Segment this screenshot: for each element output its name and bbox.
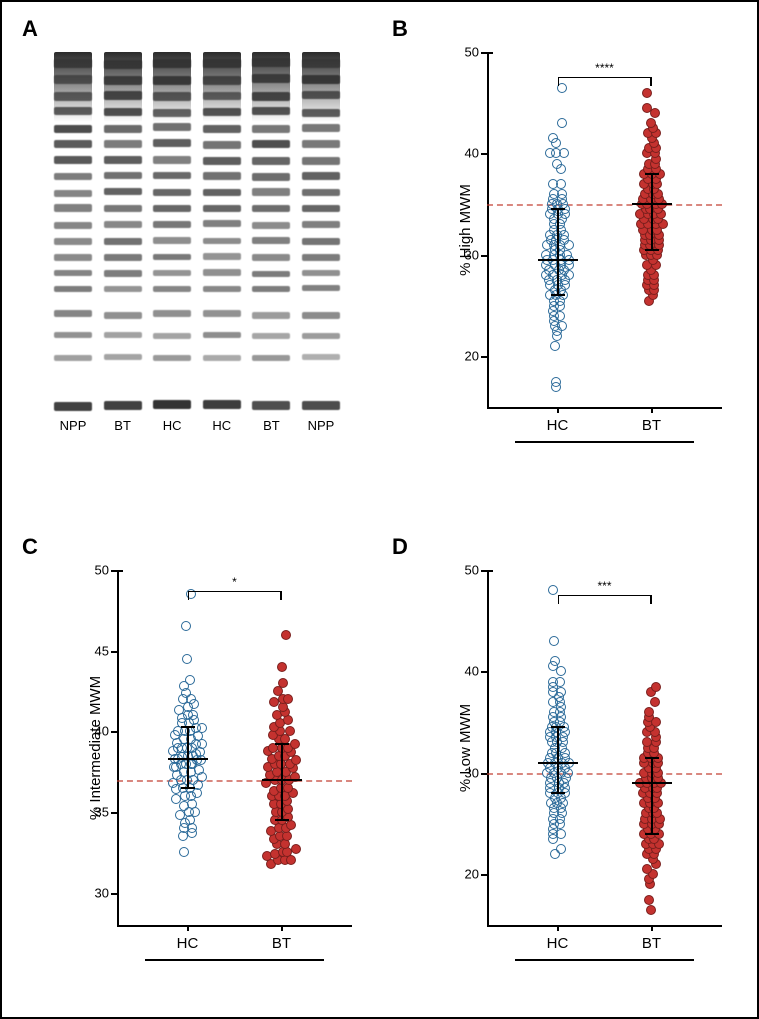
data-point — [285, 726, 295, 736]
x-tick-label: HC — [547, 927, 569, 952]
figure-container: A NPPBTHCHCBTNPP B 20304050% High MWMHCB… — [0, 0, 759, 1019]
data-point — [281, 630, 291, 640]
significance-bracket — [188, 591, 282, 592]
data-point — [644, 707, 654, 717]
data-point — [650, 697, 660, 707]
data-point — [548, 133, 558, 143]
x-tick-label: HC — [547, 409, 569, 434]
y-tick-label: 50 — [451, 563, 479, 578]
data-point — [181, 621, 191, 631]
significance-label: **** — [595, 61, 614, 75]
panel-a-label: A — [22, 16, 38, 42]
significance-label: *** — [597, 579, 611, 593]
gel-lane: HC — [201, 52, 243, 412]
x-tick-label: BT — [272, 927, 291, 952]
y-axis-label: % High MWM — [457, 184, 474, 276]
data-point — [550, 656, 560, 666]
x-tick-label: BT — [642, 927, 661, 952]
data-point — [551, 377, 561, 387]
significance-bracket — [558, 77, 652, 78]
y-tick-label: 45 — [81, 643, 109, 658]
data-point — [283, 694, 293, 704]
gel-lane-label: NPP — [308, 412, 335, 433]
panel-d-label: D — [392, 534, 408, 560]
gel-image: NPPBTHCHCBTNPP — [52, 52, 342, 412]
y-tick-label: 40 — [451, 146, 479, 161]
reference-line — [487, 773, 722, 775]
y-tick-label: 40 — [451, 664, 479, 679]
reference-line — [487, 204, 722, 206]
data-point — [556, 666, 566, 676]
significance-bracket — [558, 595, 652, 596]
data-point — [644, 895, 654, 905]
data-point — [557, 189, 567, 199]
data-point — [557, 118, 567, 128]
data-point — [646, 118, 656, 128]
data-point — [290, 739, 300, 749]
data-point — [552, 159, 562, 169]
data-point — [549, 636, 559, 646]
data-point — [291, 844, 301, 854]
y-axis-label: % Low MWM — [457, 703, 474, 791]
data-point — [646, 905, 656, 915]
y-tick-label: 20 — [451, 349, 479, 364]
significance-label: * — [232, 575, 237, 589]
gel-lane-label: HC — [163, 412, 182, 433]
data-point — [197, 723, 207, 733]
data-point — [550, 341, 560, 351]
data-point — [278, 678, 288, 688]
x-underbar — [515, 959, 694, 961]
y-tick-label: 30 — [81, 885, 109, 900]
panel-c-label: C — [22, 534, 38, 560]
x-underbar — [145, 959, 324, 961]
y-tick-label: 50 — [81, 563, 109, 578]
x-underbar — [515, 441, 694, 443]
x-tick-label: BT — [642, 409, 661, 434]
panel-b-label: B — [392, 16, 408, 42]
data-point — [277, 662, 287, 672]
data-point — [179, 847, 189, 857]
y-tick-label: 20 — [451, 867, 479, 882]
y-tick-label: 50 — [451, 45, 479, 60]
gel-lane: BT — [250, 52, 292, 412]
data-point — [182, 654, 192, 664]
x-tick-label: HC — [177, 927, 199, 952]
gel-lane-label: HC — [212, 412, 231, 433]
gel-lane-label: BT — [114, 412, 131, 433]
data-point — [642, 103, 652, 113]
gel-lane: HC — [151, 52, 193, 412]
data-point — [185, 675, 195, 685]
data-point — [651, 682, 661, 692]
gel-lane: NPP — [300, 52, 342, 412]
panel-c: 3035404550% Intermediate MWMHCBT* — [72, 560, 362, 980]
panel-d: 20304050% Low MWMHCBT*** — [442, 560, 732, 980]
data-point — [556, 844, 566, 854]
data-point — [556, 179, 566, 189]
panel-b: 20304050% High MWMHCBT**** — [442, 42, 732, 462]
gel-lane-label: BT — [263, 412, 280, 433]
reference-line — [117, 780, 352, 782]
data-point — [642, 88, 652, 98]
gel-lane: BT — [102, 52, 144, 412]
data-point — [556, 687, 566, 697]
gel-lane: NPP — [52, 52, 94, 412]
y-axis-label: % Intermediate MWM — [87, 675, 104, 819]
data-point — [555, 677, 565, 687]
gel-lane-label: NPP — [60, 412, 87, 433]
data-point — [559, 148, 569, 158]
data-point — [548, 585, 558, 595]
